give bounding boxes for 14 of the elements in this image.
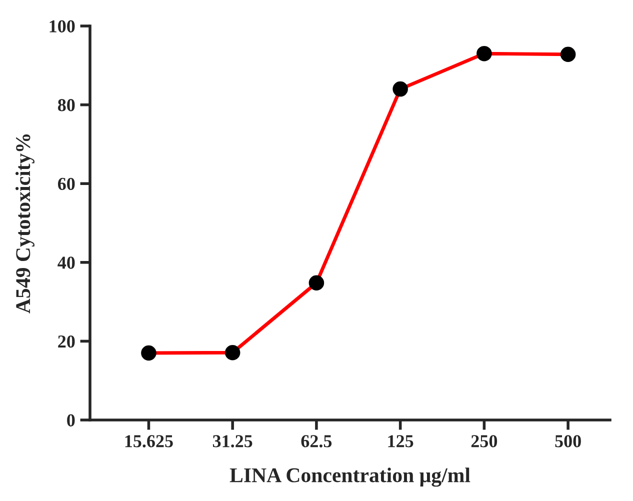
x-tick-label: 31.25 <box>212 435 252 448</box>
y-tick-label: 80 <box>58 99 75 112</box>
y-tick-label: 100 <box>50 20 75 32</box>
y-tick-label: 40 <box>58 256 75 269</box>
x-tick-label: 15.625 <box>125 435 173 448</box>
x-tick-label: 500 <box>555 435 581 448</box>
x-tick-label: 250 <box>471 435 498 448</box>
y-axis-title: A549 Cytotoxicity% <box>15 134 34 314</box>
x-axis-title: LINA Concentration μg/ml <box>230 468 470 487</box>
y-tick-label: 20 <box>58 335 75 348</box>
x-tick-label: 125 <box>388 435 414 448</box>
y-tick-label: 60 <box>58 178 75 190</box>
y-tick-label: 0 <box>67 414 75 426</box>
x-tick-label: 62.5 <box>301 435 332 448</box>
